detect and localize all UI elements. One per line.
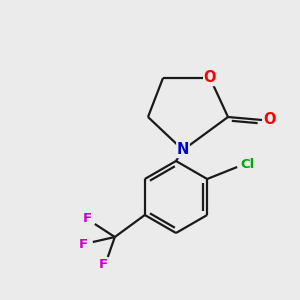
Text: O: O	[204, 70, 216, 86]
Text: Cl: Cl	[240, 158, 254, 170]
Text: F: F	[78, 238, 87, 251]
Text: F: F	[98, 259, 107, 272]
Text: N: N	[177, 142, 189, 158]
Text: F: F	[82, 212, 92, 226]
Text: O: O	[263, 112, 275, 128]
